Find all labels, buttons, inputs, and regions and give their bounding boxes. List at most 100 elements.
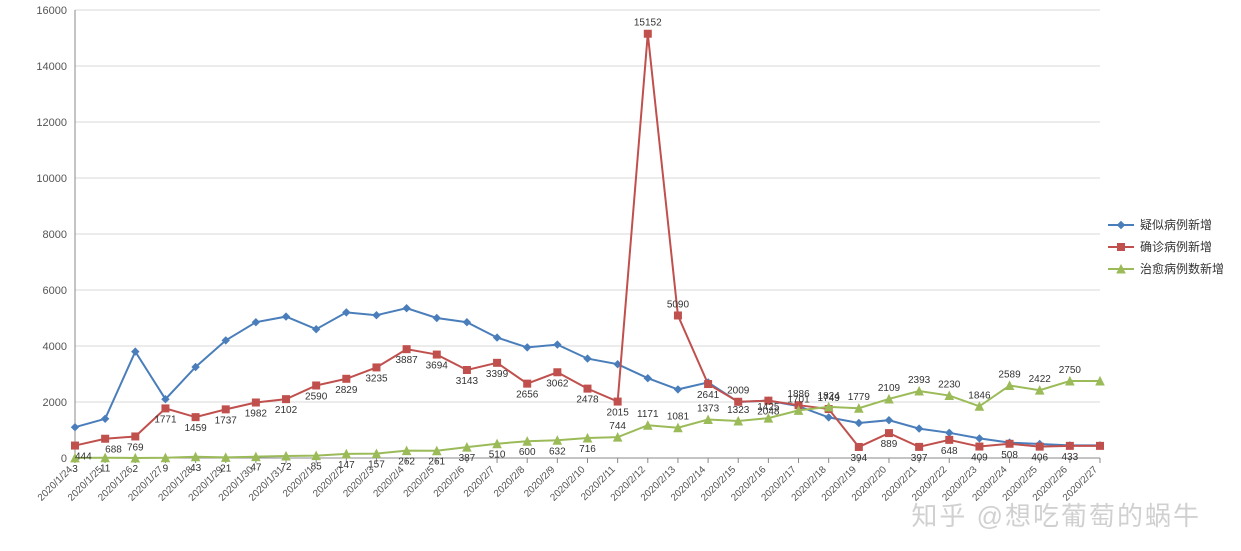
series-marker-confirmed xyxy=(433,351,440,358)
data-label: 3143 xyxy=(456,376,479,387)
series-marker-confirmed xyxy=(584,385,591,392)
line-chart: 0 2000 4000 6000 8000 10000 12000 14000 16000 202… xyxy=(0,0,1241,551)
y-tick-label: 0 xyxy=(61,453,67,465)
data-label: 9 xyxy=(163,464,169,475)
series-marker-suspected xyxy=(855,420,862,427)
data-label: 2422 xyxy=(1029,374,1052,385)
data-label: 889 xyxy=(881,439,898,450)
data-label: 397 xyxy=(911,453,928,464)
series-marker-suspected xyxy=(976,435,983,442)
series-marker-suspected xyxy=(644,375,651,382)
data-label: 2590 xyxy=(305,391,328,402)
data-label: 716 xyxy=(579,444,596,455)
data-label: 15152 xyxy=(634,18,662,29)
series-marker-confirmed xyxy=(494,359,501,366)
data-label: 2230 xyxy=(938,380,961,391)
data-label: 409 xyxy=(971,453,988,464)
series-marker-suspected xyxy=(283,313,290,320)
data-label: 2656 xyxy=(516,390,539,401)
series-marker-confirmed xyxy=(313,382,320,389)
series-marker-suspected xyxy=(674,386,681,393)
series-marker-suspected xyxy=(584,355,591,362)
y-tick-label: 8000 xyxy=(43,229,67,241)
series-marker-confirmed xyxy=(1036,443,1043,450)
data-label: 744 xyxy=(609,421,626,432)
data-label: 648 xyxy=(941,446,958,457)
series-marker-suspected xyxy=(102,415,109,422)
data-label: 2478 xyxy=(576,395,599,406)
series-marker-confirmed xyxy=(192,414,199,421)
series-marker-confirmed xyxy=(1066,442,1073,449)
series-marker-suspected xyxy=(554,341,561,348)
data-label: 632 xyxy=(549,446,566,457)
data-label: 688 xyxy=(105,445,122,456)
data-label: 2109 xyxy=(878,383,901,394)
legend-marker-suspected xyxy=(1118,222,1125,229)
data-label: 85 xyxy=(311,462,323,473)
data-label: 1459 xyxy=(184,423,207,434)
series-marker-confirmed xyxy=(885,430,892,437)
series-marker-suspected xyxy=(885,417,892,424)
y-tick-label: 14000 xyxy=(36,61,67,73)
series-marker-suspected xyxy=(494,334,501,341)
y-tick-label: 2000 xyxy=(43,397,67,409)
data-label: 3694 xyxy=(426,361,449,372)
data-label: 3399 xyxy=(486,369,509,380)
series-marker-suspected xyxy=(524,344,531,351)
data-label: 147 xyxy=(338,460,355,471)
data-label: 21 xyxy=(220,463,232,474)
series-marker-suspected xyxy=(433,315,440,322)
series-marker-confirmed xyxy=(644,30,651,37)
data-label: 1824 xyxy=(818,391,841,402)
legend-label-cured: 治愈病例数新增 xyxy=(1140,261,1224,276)
data-label: 1373 xyxy=(697,404,720,415)
legend-label-suspected: 疑似病例新增 xyxy=(1140,217,1212,232)
data-label: 1171 xyxy=(637,409,659,420)
data-label: 261 xyxy=(428,457,445,468)
data-label: 3887 xyxy=(395,355,418,366)
series-marker-confirmed xyxy=(463,366,470,373)
y-tick-label: 12000 xyxy=(36,117,67,129)
series-marker-confirmed xyxy=(162,405,169,412)
series-marker-confirmed xyxy=(916,443,923,450)
data-label: 1701 xyxy=(787,394,810,405)
y-tick-label: 10000 xyxy=(36,173,67,185)
chart-svg: 0 2000 4000 6000 8000 10000 12000 14000 16000 202… xyxy=(0,0,1241,551)
data-label: 2393 xyxy=(908,375,931,386)
data-label: 2829 xyxy=(335,385,358,396)
data-label: 5090 xyxy=(667,299,690,310)
series-marker-suspected xyxy=(373,312,380,319)
series-marker-confirmed xyxy=(855,443,862,450)
data-label: 2009 xyxy=(727,386,750,397)
data-label: 2015 xyxy=(607,408,630,419)
series-marker-confirmed xyxy=(946,436,953,443)
x-tick-label: 2020/2/6 xyxy=(432,464,468,500)
series-marker-confirmed xyxy=(283,396,290,403)
series-marker-confirmed xyxy=(403,346,410,353)
data-label: 3235 xyxy=(365,373,388,384)
y-tick-label: 16000 xyxy=(36,5,67,17)
series-marker-confirmed xyxy=(1006,440,1013,447)
series-marker-confirmed xyxy=(674,312,681,319)
data-label: 1846 xyxy=(968,390,991,401)
data-label: 47 xyxy=(250,463,262,474)
data-label: 508 xyxy=(1001,450,1018,461)
series-marker-confirmed xyxy=(72,442,79,449)
series-marker-suspected xyxy=(463,319,470,326)
data-label: 1323 xyxy=(727,405,750,416)
y-tick-label: 4000 xyxy=(43,341,67,353)
data-label: 11 xyxy=(100,464,111,475)
series-marker-confirmed xyxy=(554,369,561,376)
data-label: 3 xyxy=(72,464,78,475)
series-marker-suspected xyxy=(72,424,79,431)
data-label: 2750 xyxy=(1059,365,1082,376)
data-label: 2589 xyxy=(998,370,1021,381)
series-marker-confirmed xyxy=(524,380,531,387)
data-label: 769 xyxy=(127,442,144,453)
series-marker-suspected xyxy=(916,425,923,432)
y-tick-label: 6000 xyxy=(43,285,67,297)
data-label: 3062 xyxy=(546,378,569,389)
x-tick-label: 2020/2/8 xyxy=(492,464,528,500)
legend-label-confirmed: 确诊病例新增 xyxy=(1140,239,1212,254)
series-marker-confirmed xyxy=(222,406,229,413)
